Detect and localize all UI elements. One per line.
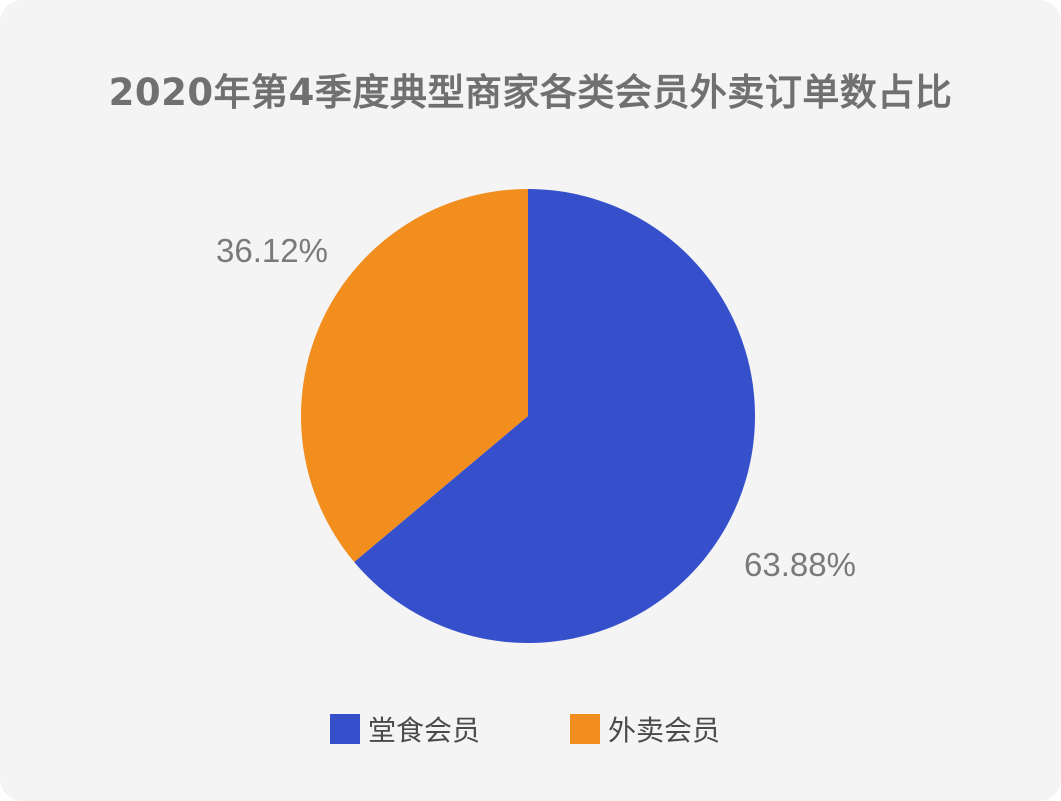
slice-label-1: 63.88% [744,546,856,583]
legend-swatch-1 [330,714,360,744]
legend-item-2[interactable]: 外卖会员 [570,714,720,747]
pie-slices [301,189,755,643]
chart-title: 2020年第4季度典型商家各类会员外卖订单数占比 [108,71,953,114]
legend-label-2: 外卖会员 [608,714,720,747]
pie-slice-2 [301,189,528,563]
slice-label-2: 36.12% [216,232,328,269]
pie-labels: 63.88% 36.12% [216,232,856,583]
legend: 堂食会员 外卖会员 [330,714,720,747]
legend-swatch-2 [570,714,600,744]
pie-slice-1 [354,189,755,643]
legend-label-1: 堂食会员 [368,714,480,747]
legend-item-1[interactable]: 堂食会员 [330,714,480,747]
